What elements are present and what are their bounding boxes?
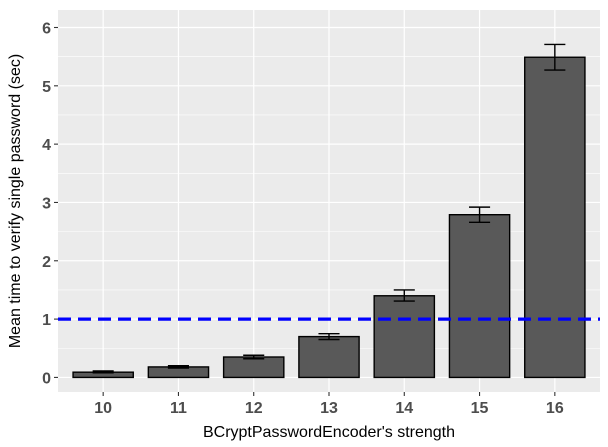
bar-14 <box>373 295 436 379</box>
bar-16 <box>524 56 586 379</box>
error-bars <box>92 43 566 374</box>
y-tick-label: 3 <box>42 195 51 212</box>
x-tick-label: 12 <box>245 400 263 417</box>
error-bar-10 <box>92 370 114 374</box>
error-bar-12 <box>243 354 265 360</box>
x-tick-label: 15 <box>471 400 489 417</box>
x-axis-title: BCryptPasswordEncoder's strength <box>203 424 455 441</box>
error-bar-14 <box>393 289 415 302</box>
error-bar-13 <box>318 332 340 341</box>
bar-15 <box>448 214 511 379</box>
x-tick-label: 16 <box>546 400 564 417</box>
error-bar-11 <box>167 365 189 369</box>
y-tick-label: 0 <box>42 370 51 387</box>
x-tick-label: 13 <box>320 400 338 417</box>
x-tick-label: 10 <box>94 400 112 417</box>
x-tick-label: 14 <box>395 400 413 417</box>
y-tick-label: 6 <box>42 20 51 37</box>
y-tick-label: 4 <box>42 137 51 154</box>
error-bar-16 <box>544 43 566 71</box>
y-axis-title: Mean time to verify single password (sec… <box>7 54 24 348</box>
y-tick-label: 5 <box>42 79 51 96</box>
x-axis-ticks: 10 11 12 13 14 15 16 <box>94 392 564 417</box>
y-tick-label: 2 <box>42 254 51 271</box>
y-tick-label: 1 <box>42 312 51 329</box>
bars <box>72 56 586 379</box>
error-bar-15 <box>469 206 491 223</box>
y-axis-ticks: 0 1 2 3 4 5 6 <box>42 20 58 387</box>
bar-13 <box>298 335 360 379</box>
bar-12 <box>222 356 285 379</box>
x-tick-label: 11 <box>170 400 187 417</box>
